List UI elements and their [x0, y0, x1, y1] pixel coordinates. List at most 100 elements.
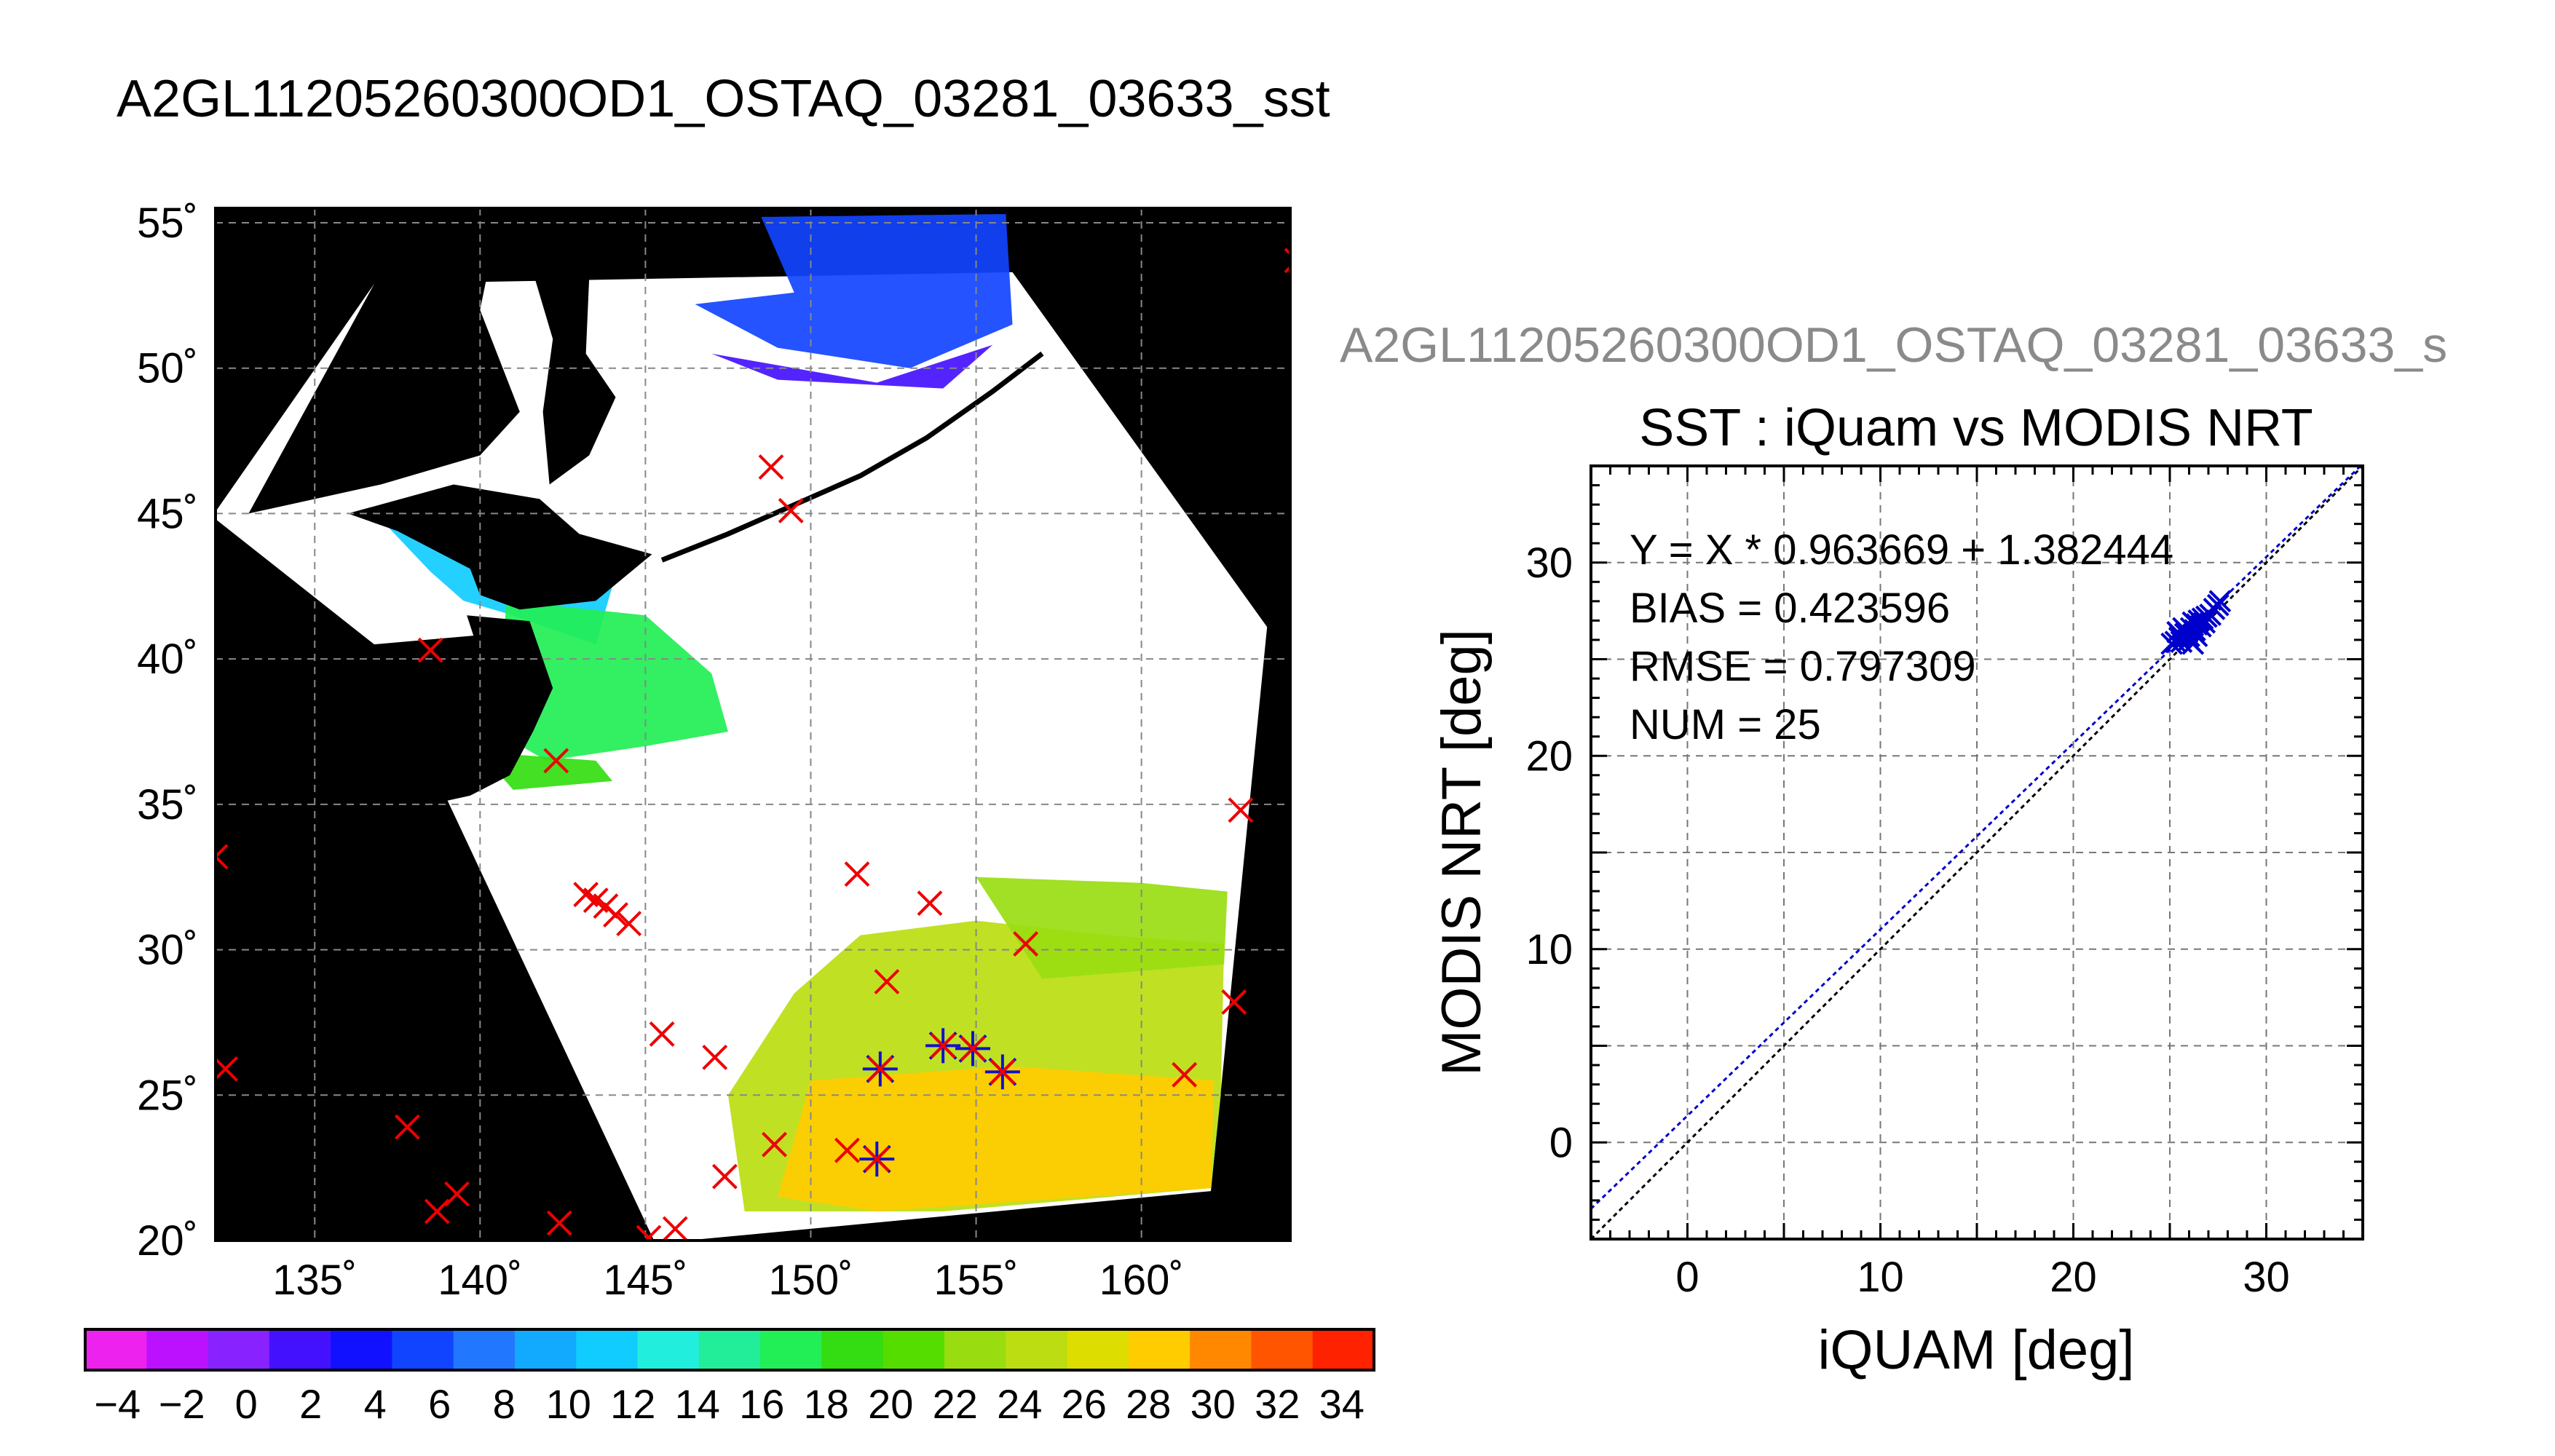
scatter-point [2208, 590, 2232, 613]
iquam-marker [1172, 1061, 1198, 1088]
colorbar-cell [637, 1329, 700, 1370]
map-ytick-label: 55˚ [137, 199, 198, 247]
scatter-subtitle: A2GL11205260300OD1_OSTAQ_03281_03633_s [1340, 317, 2447, 373]
scatter-xtick-label: 20 [2050, 1254, 2097, 1301]
iquam-marker [424, 1198, 450, 1224]
sst-region-cold [695, 213, 1013, 368]
iquam-marker [644, 1224, 662, 1241]
iquam-marker [778, 497, 804, 523]
kuril-islands [660, 351, 1044, 563]
map-ytick-label: 35˚ [137, 781, 198, 828]
colorbar-cell [1067, 1329, 1129, 1370]
iquam-marker [960, 1035, 986, 1061]
colorbar-tick-label: 18 [804, 1381, 849, 1427]
colorbar-tick-label: 24 [997, 1381, 1042, 1427]
scatter-stat-line: Y = X * 0.963669 + 1.382444 [1630, 526, 2173, 574]
iquam-marker [546, 1210, 572, 1236]
iquam-marker [874, 969, 900, 994]
colorbar-tick-label: −4 [94, 1381, 141, 1427]
map-frame [214, 207, 1292, 1242]
colorbar-tick-label: 8 [493, 1381, 516, 1427]
map-ytick-label: 40˚ [137, 636, 198, 683]
iquam-marker [662, 1216, 688, 1241]
colorbar-tick-label: 4 [364, 1381, 387, 1427]
iquam-marker [543, 748, 569, 774]
iquam-marker [616, 911, 642, 937]
colorbar-cell [331, 1329, 392, 1370]
iquam-marker [1013, 931, 1039, 957]
scatter-ytick-label: 20 [1525, 732, 1573, 780]
land-mask [347, 484, 652, 610]
iquam-marker [711, 1163, 738, 1190]
map-ytick-label: 50˚ [137, 345, 198, 392]
colorbar-frame [84, 1328, 1375, 1372]
scatter-xtick-label: 30 [2243, 1254, 2290, 1301]
colorbar-cell [821, 1329, 884, 1370]
sst-region-cold-edge [711, 344, 993, 389]
land-mask [248, 228, 520, 514]
scatter-ytick-label: 10 [1525, 926, 1573, 973]
map-ytick-label: 20˚ [137, 1217, 198, 1265]
colorbar-cell [1006, 1329, 1068, 1370]
iquam-marker [216, 844, 229, 859]
iquam-marker [573, 882, 599, 908]
map-xtick-label: 140˚ [438, 1257, 522, 1304]
colorbar-cell [208, 1329, 270, 1370]
colorbar-tick-label: 12 [610, 1381, 655, 1427]
scatter-title: SST : iQuam vs MODIS NRT [1639, 399, 2313, 457]
land-mask [532, 272, 616, 485]
scatter-plot: 0 10 20 30 0 10 20 30 Y = X * 0.963669 + 1.382… [1431, 464, 2364, 1381]
colorbar-cell [85, 1329, 147, 1370]
colorbar-tick-label: −2 [159, 1381, 205, 1427]
colorbar-cell [882, 1329, 945, 1370]
colorbar-cell [146, 1329, 209, 1370]
colorbar-tick-label: 2 [299, 1381, 322, 1427]
colorbar-cell [453, 1329, 516, 1370]
iquam-marker [1228, 797, 1254, 823]
colorbar-tick-label: 32 [1255, 1381, 1300, 1427]
scatter-xtick-label: 0 [1675, 1254, 1699, 1301]
scatter-ytick-label: 0 [1549, 1119, 1573, 1166]
iquam-marker [216, 854, 229, 870]
colorbar-tick-label: 16 [739, 1381, 784, 1427]
colorbar-cell [576, 1329, 639, 1370]
colorbar-cell [944, 1329, 1006, 1370]
sst-region-warm-pool [778, 1066, 1215, 1212]
iquam-marker [762, 1131, 787, 1158]
iquam-marker [867, 1056, 893, 1082]
colorbar-cell [760, 1329, 822, 1370]
iquam-marker [417, 637, 443, 663]
iquam-marker [844, 861, 870, 887]
map-xtick-label: 155˚ [934, 1257, 1019, 1304]
iquam-marker [583, 887, 609, 914]
map-xtick-label: 135˚ [272, 1257, 357, 1304]
colorbar-cell [515, 1329, 577, 1370]
scatter-stat-line: RMSE = 0.797309 [1630, 643, 1976, 690]
scatter-ytick-label: 30 [1525, 539, 1573, 587]
map-xtick-label: 145˚ [603, 1257, 687, 1304]
iquam-marker [444, 1181, 470, 1207]
identity-line [1591, 466, 2363, 1239]
sst-map: 135˚ 140˚ 145˚ 150˚ 155˚ 160˚ 20˚ 25˚ 30˚ 35˚ 40˚… [137, 199, 1292, 1304]
scatter-xtick-label: 10 [1857, 1254, 1904, 1301]
scatter-ylabel: MODIS NRT [deg] [1431, 629, 1493, 1076]
colorbar-tick-label: 34 [1319, 1381, 1365, 1427]
map-xtick-label: 150˚ [768, 1257, 853, 1304]
iquam-marker [930, 1032, 956, 1059]
map-xtick-label: 160˚ [1099, 1257, 1184, 1304]
colorbar-cell [698, 1329, 761, 1370]
scatter-stat-line: NUM = 25 [1630, 701, 1821, 748]
scatter-point [2166, 620, 2189, 644]
colorbar-tick-label: 30 [1190, 1381, 1236, 1427]
sst-region-east-of-japan [497, 601, 728, 761]
sst-region-subtropical-north [976, 877, 1228, 979]
iquam-marker [649, 1021, 675, 1047]
iquam-marker [864, 1146, 890, 1172]
colorbar-tick-label: 26 [1062, 1381, 1107, 1427]
map-title: A2GL11205260300OD1_OSTAQ_03281_03633_sst [117, 70, 1330, 128]
iquam-marker [917, 890, 943, 917]
scatter-point [2181, 632, 2205, 655]
colorbar-tick-label: 0 [235, 1381, 258, 1427]
colorbar-tick-label: 20 [868, 1381, 913, 1427]
map-ytick-label: 25˚ [137, 1072, 198, 1119]
